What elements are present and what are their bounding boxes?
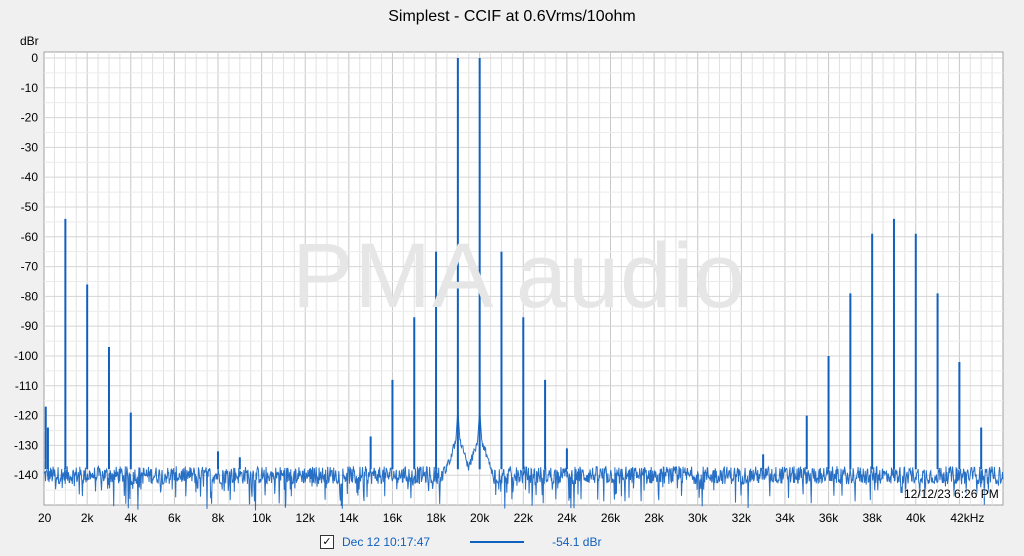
x-tick-label: 34k bbox=[775, 511, 795, 525]
x-tick-label: 36k bbox=[819, 511, 839, 525]
x-tick-label: 32k bbox=[732, 511, 752, 525]
y-tick-label: -10 bbox=[21, 81, 39, 95]
x-tick-label: 6k bbox=[168, 511, 182, 525]
x-tick-label: 20k bbox=[470, 511, 490, 525]
x-tick-label: 8k bbox=[212, 511, 226, 525]
y-tick-label: -100 bbox=[14, 349, 38, 363]
x-tick-label: 24k bbox=[557, 511, 577, 525]
x-tick-label: 18k bbox=[426, 511, 446, 525]
y-tick-label: 0 bbox=[31, 51, 38, 65]
x-tick-label: 22k bbox=[514, 511, 534, 525]
x-tick-label: 20 bbox=[38, 511, 52, 525]
y-tick-label: -120 bbox=[14, 409, 38, 423]
x-tick-label: 42kHz bbox=[950, 511, 984, 525]
legend-series-label: Dec 12 10:17:47 bbox=[342, 535, 431, 549]
legend-checkbox[interactable]: ✓ bbox=[320, 535, 334, 549]
x-tick-label: 16k bbox=[383, 511, 403, 525]
x-tick-label: 40k bbox=[906, 511, 926, 525]
y-tick-label: -60 bbox=[21, 230, 39, 244]
x-tick-label: 30k bbox=[688, 511, 708, 525]
noise-floor-trace bbox=[43, 409, 1004, 511]
y-tick-label: -110 bbox=[15, 379, 38, 393]
x-tick-label: 14k bbox=[339, 511, 359, 525]
chart-title: Simplest - CCIF at 0.6Vrms/10ohm bbox=[388, 8, 636, 25]
legend-line-swatch bbox=[470, 541, 525, 543]
y-tick-label: -50 bbox=[21, 200, 39, 214]
y-tick-label: -30 bbox=[21, 140, 39, 154]
legend: ✓ Dec 12 10:17:47 -54.1 dBr bbox=[320, 532, 601, 552]
y-tick-label: -80 bbox=[21, 289, 39, 303]
x-tick-label: 26k bbox=[601, 511, 621, 525]
x-tick-label: 2k bbox=[81, 511, 95, 525]
y-tick-label: -130 bbox=[14, 438, 38, 452]
timestamp-label: 12/12/23 6:26 PM bbox=[904, 487, 999, 501]
grid-layer bbox=[43, 51, 1004, 506]
y-tick-label: -70 bbox=[21, 260, 39, 274]
x-tick-label: 38k bbox=[862, 511, 882, 525]
legend-value: -54.1 dBr bbox=[552, 535, 602, 549]
y-tick-label: -20 bbox=[21, 111, 39, 125]
x-tick-label: 12k bbox=[296, 511, 316, 525]
y-tick-label: -140 bbox=[14, 468, 38, 482]
y-tick-label: -40 bbox=[21, 170, 39, 184]
y-axis-label: dBr bbox=[20, 34, 39, 48]
y-tick-label: -90 bbox=[21, 319, 39, 333]
x-tick-label: 10k bbox=[252, 511, 272, 525]
data-layer bbox=[43, 57, 1004, 511]
x-tick-label: 28k bbox=[644, 511, 664, 525]
axis-layer: 0 -10 -20 -30 -40 -50 -60 -70 -80 -90 -100 -110 -120… bbox=[14, 34, 984, 525]
x-tick-label: 4k bbox=[124, 511, 138, 525]
